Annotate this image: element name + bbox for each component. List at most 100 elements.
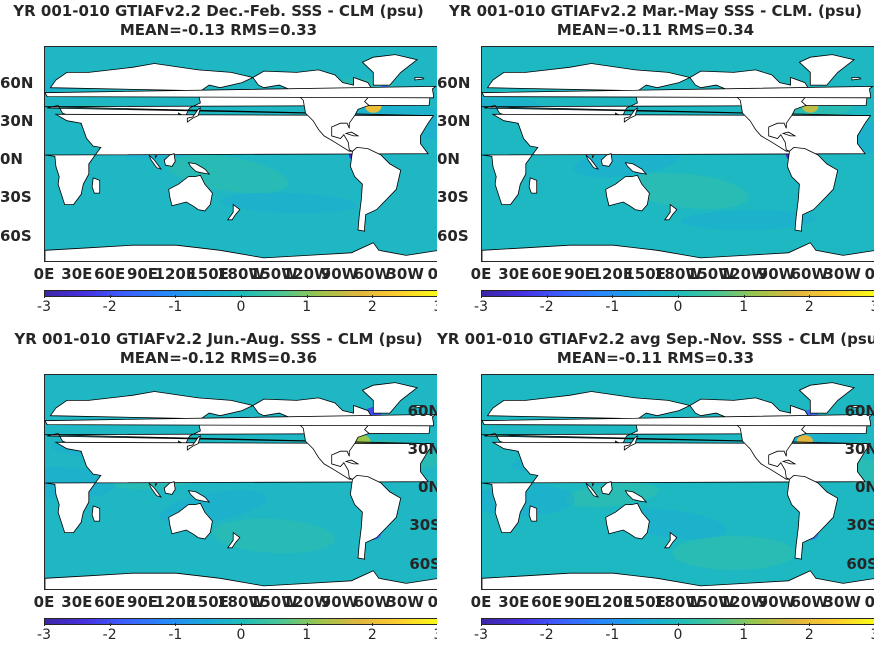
colorbar-tick-mark [109, 623, 111, 626]
landmass [163, 153, 176, 167]
x-tick-label: 150E [187, 593, 229, 611]
x-tick-label: 90E [563, 593, 596, 611]
colorbar-tick-label: 2 [804, 627, 814, 643]
x-tick-label: 120E [591, 265, 634, 283]
y-tick-label: 0N [437, 150, 460, 169]
x-tick-label: 150E [624, 593, 666, 611]
x-tick-label: 120W [282, 593, 331, 611]
y-tick-label: 0N [0, 150, 23, 169]
y-tick-label: 30S [437, 188, 469, 207]
x-tick-label: 60W [353, 593, 392, 611]
colorbar-tick-label: 2 [367, 627, 377, 643]
map-plot-area [481, 46, 874, 262]
map-plot-area [481, 374, 874, 590]
landmass [605, 174, 650, 212]
landmass [798, 54, 856, 86]
landmass [227, 531, 241, 549]
x-tick-label: 150W [686, 593, 735, 611]
map-plot-area [44, 374, 437, 590]
y-tick-label: 30S [409, 516, 437, 535]
colorbar-tick-label: -1 [605, 627, 620, 643]
landmass [344, 131, 360, 137]
x-tick-label: 120E [591, 593, 634, 611]
landmass [168, 174, 213, 212]
landmass [45, 242, 437, 261]
colorbar-tick-mark [372, 295, 374, 298]
landmass [781, 459, 797, 465]
map-svg [45, 47, 437, 261]
landmass [798, 382, 856, 414]
landmass [605, 502, 650, 540]
x-tick-label: 60E [531, 265, 563, 283]
landmass [186, 435, 202, 451]
x-tick-label: 0E [864, 265, 874, 283]
landmass [851, 77, 862, 81]
landmass [585, 154, 600, 170]
landmass [361, 54, 419, 86]
anomaly-band [221, 192, 357, 214]
x-tick-label: 30E [498, 593, 530, 611]
colorbar-tick-label: 0 [236, 627, 246, 643]
x-tick-label: 120E [154, 593, 197, 611]
map-panel-1: YR 001-010 GTIAFv2.2 Dec.-Feb. SSS - CLM… [0, 0, 437, 328]
y-tick-label: 30N [0, 112, 34, 131]
colorbar-tick-label: -3 [474, 299, 488, 315]
colorbar-tick-mark [481, 623, 482, 626]
landmass [187, 490, 211, 503]
x-tick-label: 150W [249, 265, 298, 283]
panel-stats: MEAN=-0.13 RMS=0.33 [119, 21, 318, 39]
x-tick-label: 30W [823, 593, 861, 611]
x-tick-label: 60W [353, 265, 392, 283]
colorbar-tick-mark [678, 623, 679, 626]
x-tick-label: 90W [757, 265, 796, 283]
colorbar-tick-mark [306, 295, 308, 298]
colorbar-tick-label: -1 [168, 299, 183, 315]
colorbar-tick-label: 3 [871, 299, 874, 315]
y-tick-label: 60S [437, 226, 469, 245]
x-tick-row: 0E 30E 60E 90E 120E 150E 180W 150W 120W 90W 60W 30W… [0, 590, 437, 611]
panel-stats: MEAN=-0.11 RMS=0.34 [556, 21, 755, 39]
landmass [414, 405, 425, 409]
x-tick-label: 180W [654, 593, 702, 611]
anomaly-band [681, 209, 817, 231]
colorbar-tick-mark [743, 295, 745, 298]
colorbar-tick-label: -3 [37, 627, 51, 643]
x-tick-label: 60E [94, 265, 126, 283]
colorbar-tick-mark [306, 623, 308, 626]
anomaly-band [627, 172, 749, 210]
colorbar [44, 618, 437, 625]
colorbar-tick-label: 0 [673, 299, 683, 315]
y-tick-label: 60N [844, 402, 874, 421]
landmass [91, 505, 101, 522]
colorbar-tick-label: 1 [739, 627, 749, 643]
y-tick-label: 30S [846, 516, 874, 535]
y-tick-label: 30N [407, 440, 437, 459]
landmass [227, 203, 241, 221]
x-tick-label: 30E [61, 593, 93, 611]
landmass [528, 505, 538, 522]
colorbar-tick-label: -2 [539, 299, 554, 315]
colorbar-tick-mark [481, 295, 482, 298]
x-tick-label: 60E [94, 593, 126, 611]
x-tick-label: 90W [320, 593, 359, 611]
x-tick-label: 180W [217, 265, 265, 283]
anomaly-band [213, 518, 335, 554]
landmass [786, 146, 839, 232]
landmass [168, 502, 213, 540]
colorbar-tick-label: 3 [871, 627, 874, 643]
panel-stats: MEAN=-0.12 RMS=0.36 [119, 349, 318, 367]
landmass [148, 154, 163, 170]
map-svg [45, 375, 437, 589]
colorbar-tick-label: 1 [739, 299, 749, 315]
colorbar-tick-mark [175, 623, 177, 626]
map-plot-area [44, 46, 437, 262]
map-panel-2: YR 001-010 GTIAFv2.2 Mar.-May SSS - CLM.… [437, 0, 874, 328]
x-tick-label: 30E [498, 265, 530, 283]
landmass [45, 413, 437, 427]
colorbar-tick-mark [809, 295, 811, 298]
landmass [148, 482, 163, 498]
colorbar-tick-label: -2 [102, 299, 117, 315]
landmass [361, 382, 419, 414]
x-tick-label: 150W [249, 593, 298, 611]
x-tick-label: 30E [61, 265, 93, 283]
